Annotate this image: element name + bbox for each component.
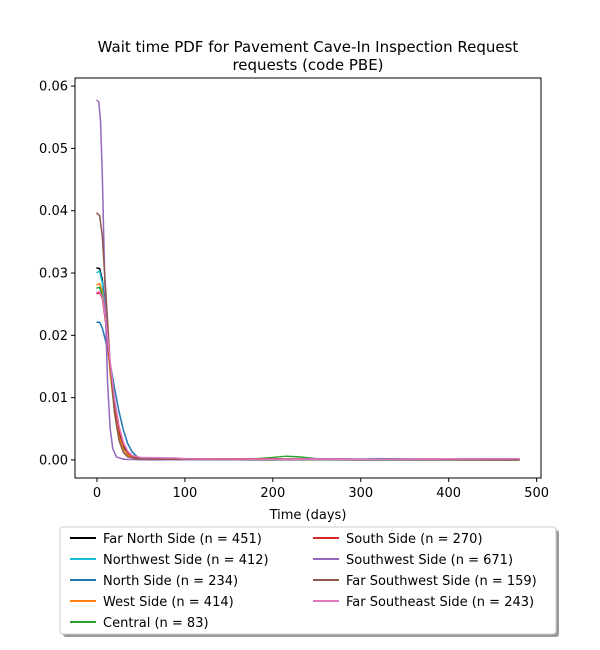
series-line-8 xyxy=(96,290,520,461)
y-tick-label-5: 0.05 xyxy=(39,142,68,157)
legend-label-3: West Side (n = 414) xyxy=(103,595,234,610)
y-tick-label-2: 0.02 xyxy=(39,329,68,344)
x-tick-label-5: 500 xyxy=(524,486,549,501)
legend-label-4: Central (n = 83) xyxy=(103,616,209,631)
legend-box xyxy=(59,526,557,635)
y-tick-label-4: 0.04 xyxy=(39,204,68,219)
legend-label-1: Northwest Side (n = 412) xyxy=(103,553,269,568)
y-tick-label-3: 0.03 xyxy=(39,267,68,282)
y-tick-label-6: 0.06 xyxy=(39,80,68,95)
legend-items: Far North Side (n = 451) Northwest Side (… xyxy=(70,532,537,631)
x-tick-label-4: 400 xyxy=(436,486,461,501)
y-tick-label-0: 0.00 xyxy=(39,453,68,468)
legend-label-7: Far Southwest Side (n = 159) xyxy=(346,574,537,589)
x-tick-label-0: 0 xyxy=(93,486,101,501)
chart-title-line-1: Wait time PDF for Pavement Cave-In Inspe… xyxy=(98,38,519,56)
x-tick-label-1: 100 xyxy=(172,486,197,501)
legend-label-2: North Side (n = 234) xyxy=(103,574,238,589)
x-axis-label: Time (days) xyxy=(269,508,347,523)
legend: Far North Side (n = 451) Northwest Side (… xyxy=(59,526,559,637)
legend-label-0: Far North Side (n = 451) xyxy=(103,532,262,547)
x-tick-label-2: 200 xyxy=(260,486,285,501)
plot-frame xyxy=(74,77,542,479)
ticks-layer: 0 100 200 300 400 500 0.00 0.01 0.02 0.03 0.04 0.05… xyxy=(39,80,549,501)
legend-label-8: Far Southeast Side (n = 243) xyxy=(346,595,534,610)
legend-label-5: South Side (n = 270) xyxy=(346,532,483,547)
chart-title-line-2: requests (code PBE) xyxy=(232,56,383,74)
series-line-7 xyxy=(96,212,520,461)
legend-label-6: Southwest Side (n = 671) xyxy=(346,553,513,568)
x-tick-label-3: 300 xyxy=(348,486,373,501)
series-layer xyxy=(96,99,520,461)
y-tick-label-1: 0.01 xyxy=(39,391,68,406)
